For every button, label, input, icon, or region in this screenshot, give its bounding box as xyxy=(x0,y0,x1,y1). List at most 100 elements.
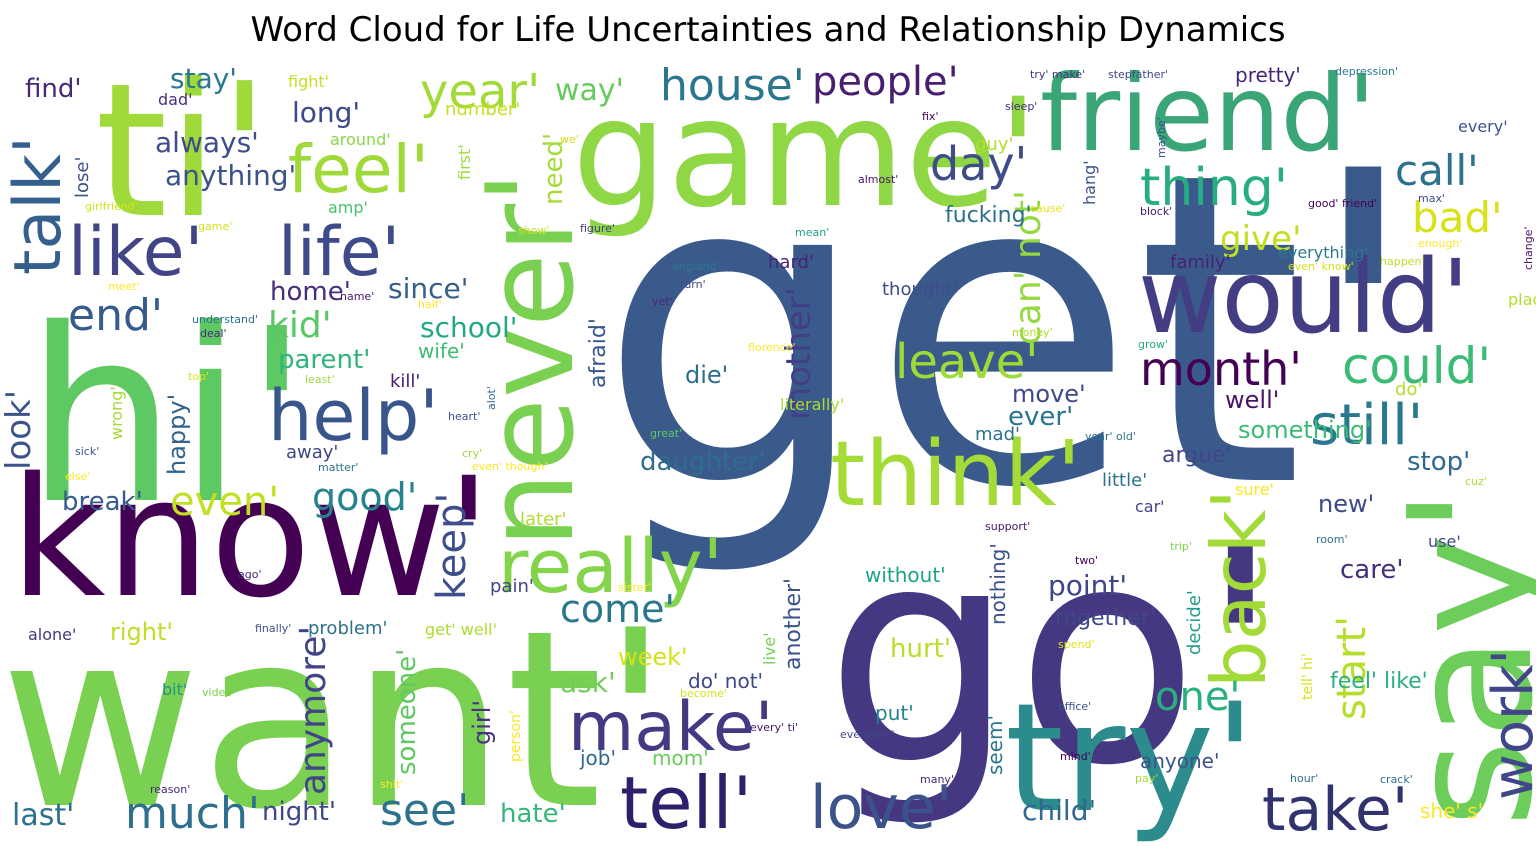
word-39: bad' xyxy=(1412,193,1503,242)
word-187: video' xyxy=(202,686,235,699)
word-67: someone' xyxy=(392,649,422,775)
word-129: amp' xyxy=(328,198,368,217)
word-198: shit' xyxy=(380,778,403,791)
word-142: figure' xyxy=(580,222,615,235)
word-196: crack' xyxy=(1380,773,1413,786)
word-179: support' xyxy=(985,520,1030,533)
word-43: mother' xyxy=(779,287,819,420)
word-154: girlfriend' xyxy=(85,200,138,213)
word-59: need' xyxy=(539,133,569,205)
word-167: top' xyxy=(188,370,209,383)
word-31: house' xyxy=(660,60,805,111)
word-113: alone' xyxy=(28,625,76,644)
word-145: maybe' xyxy=(1155,117,1168,158)
word-54: school' xyxy=(420,311,517,344)
word-0: get' xyxy=(598,82,1422,582)
word-139: fix' xyxy=(922,110,938,123)
word-85: week' xyxy=(618,643,688,671)
word-155: game' xyxy=(198,220,232,233)
word-28: month' xyxy=(1140,342,1302,396)
word-143: mean' xyxy=(795,226,829,239)
word-140: sleep' xyxy=(1005,100,1037,113)
word-157: name' xyxy=(340,290,374,303)
word-20: like' xyxy=(68,213,203,292)
word-137: depression' xyxy=(1335,65,1398,78)
word-87: wife' xyxy=(418,339,465,363)
word-128: bit' xyxy=(162,680,187,699)
word-66: right' xyxy=(110,618,173,646)
word-65: night' xyxy=(262,797,336,827)
word-103: kill' xyxy=(390,371,420,392)
word-121: car' xyxy=(1135,497,1165,516)
word-63: home' xyxy=(270,277,351,307)
word-72: parent' xyxy=(278,345,370,375)
word-100: problem' xyxy=(308,618,387,639)
word-184: sister' xyxy=(618,581,651,594)
word-84: argue' xyxy=(1162,443,1232,468)
word-70: stop' xyxy=(1407,447,1470,477)
word-180: trip' xyxy=(1170,540,1192,553)
word-14: love' xyxy=(810,773,952,843)
word-151: even' know' xyxy=(1288,260,1354,273)
word-99: decide' xyxy=(1184,590,1205,655)
word-17: really' xyxy=(498,524,723,610)
word-1: go' xyxy=(825,482,1281,831)
word-166: florence' xyxy=(748,341,796,354)
word-118: use' xyxy=(1428,532,1461,551)
word-16: help' xyxy=(268,375,439,457)
word-189: every' ti' xyxy=(750,721,798,734)
word-165: grow' xyxy=(1138,338,1168,351)
word-5: ti' xyxy=(95,43,270,259)
word-10: would' xyxy=(1138,238,1470,357)
word-114: first' xyxy=(455,144,474,180)
word-62: find' xyxy=(25,74,82,104)
word-101: away' xyxy=(286,442,338,463)
word-119: hang' xyxy=(1080,160,1099,205)
word-79: move' xyxy=(1012,380,1086,408)
word-61: stay' xyxy=(170,62,237,95)
word-116: every' xyxy=(1458,117,1508,136)
word-11: never' xyxy=(462,171,601,548)
word-148: good' friend' xyxy=(1308,197,1377,210)
word-86: die' xyxy=(685,361,728,389)
word-160: deal' xyxy=(200,327,227,340)
word-71: hate' xyxy=(500,799,566,829)
word-91: anyone' xyxy=(1140,749,1219,773)
word-30: year' xyxy=(420,64,540,120)
word-162: turn' xyxy=(680,278,706,291)
word-19: life' xyxy=(278,213,400,292)
word-29: leave' xyxy=(895,334,1038,390)
word-23: feel' xyxy=(288,131,429,208)
word-18: make' xyxy=(568,688,773,767)
word-44: can' not' xyxy=(1008,190,1049,345)
word-199: she' s' xyxy=(1420,799,1483,823)
word-93: mom' xyxy=(652,746,709,770)
word-175: else' xyxy=(65,470,90,483)
word-133: person' xyxy=(508,710,524,762)
word-76: hurt' xyxy=(890,634,951,664)
word-181: room' xyxy=(1316,533,1347,546)
word-183: two' xyxy=(1075,554,1098,567)
word-185: finally' xyxy=(255,622,291,635)
word-64: ask' xyxy=(560,666,616,699)
word-80: new' xyxy=(1318,490,1374,518)
word-104: pain' xyxy=(490,576,534,597)
word-136: stepfather' xyxy=(1108,68,1168,81)
word-169: alot' xyxy=(485,386,498,410)
word-172: year' old' xyxy=(1085,430,1136,443)
word-107: dad' xyxy=(158,90,193,109)
word-89: afraid' xyxy=(586,318,611,388)
word-51: anymore' xyxy=(293,626,334,795)
word-24: work' xyxy=(1481,649,1536,800)
word-168: least' xyxy=(305,373,335,386)
word-159: understand' xyxy=(192,313,258,326)
word-52: always' xyxy=(155,126,259,159)
word-49: way' xyxy=(555,73,624,108)
word-122: sure' xyxy=(1235,480,1274,499)
word-190: office' xyxy=(1058,700,1091,713)
word-22: talk' xyxy=(1,136,76,275)
word-152: happen' xyxy=(1380,255,1424,268)
word-112: family' xyxy=(1170,252,1231,273)
word-150: enough' xyxy=(1418,237,1462,250)
